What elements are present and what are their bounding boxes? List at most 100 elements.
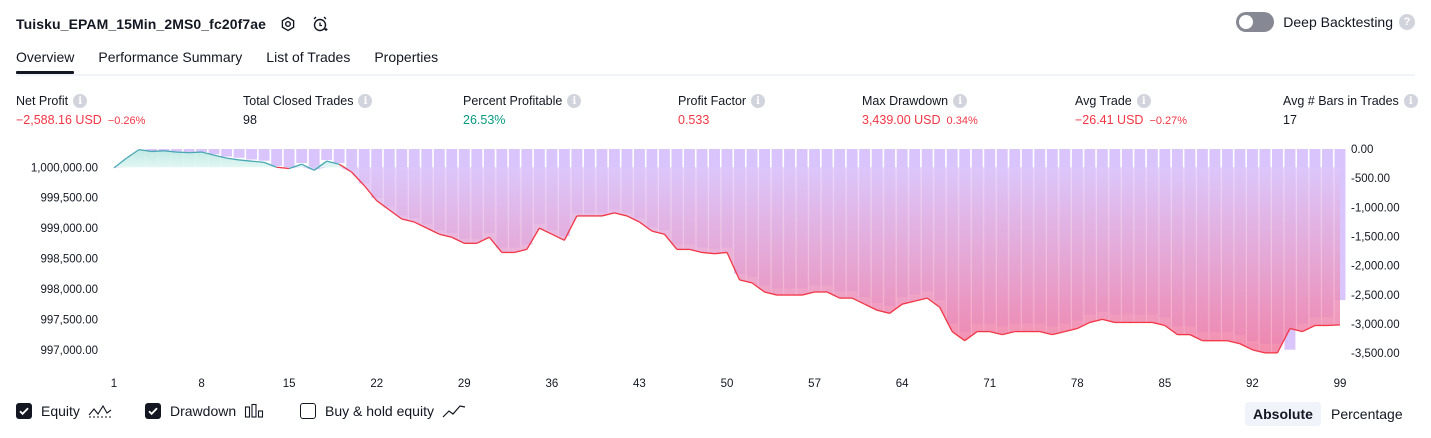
y-left-tick-label: 999,500.00 xyxy=(40,193,98,205)
tab-properties[interactable]: Properties xyxy=(374,49,439,65)
equity-line-segment xyxy=(714,251,728,255)
y-right-tick-label: -2,500.00 xyxy=(1351,290,1400,302)
drawdown-bar xyxy=(233,149,245,158)
strategy-name: Tuisku_EPAM_15Min_2MS0_fc20f7ae xyxy=(16,16,267,32)
info-icon[interactable]: i xyxy=(1136,94,1151,108)
buy-hold-line-icon xyxy=(442,403,466,419)
equity-line-segment xyxy=(313,160,328,171)
x-tick-label: 36 xyxy=(545,378,558,390)
tab-overview[interactable]: Overview xyxy=(16,46,75,74)
equity-line-segment xyxy=(1039,330,1053,336)
equity-line-segment xyxy=(601,212,615,217)
percentage-button[interactable]: Percentage xyxy=(1331,406,1403,422)
y-right-tick-label: 0.00 xyxy=(1351,144,1373,156)
x-tick-label: 1 xyxy=(111,378,117,390)
equity-line-segment xyxy=(213,154,227,159)
equity-line-segment xyxy=(401,218,415,223)
drawdown-bar xyxy=(221,149,233,157)
info-icon[interactable]: i xyxy=(953,94,968,108)
equity-line-segment xyxy=(1002,330,1015,336)
y-left-tick-label: 997,500.00 xyxy=(40,314,98,326)
deep-backtesting-toggle[interactable] xyxy=(1236,12,1275,32)
help-icon[interactable]: ? xyxy=(1399,14,1415,30)
metric-value: 0.533 xyxy=(678,113,710,127)
equity-line-segment xyxy=(964,331,978,342)
equity-line-segment xyxy=(1239,343,1253,351)
equity-line-segment xyxy=(189,151,202,154)
equity-line-segment xyxy=(1327,324,1341,327)
add-alert-icon[interactable] xyxy=(310,14,330,34)
drawdown-bar xyxy=(258,149,270,161)
equity-line-segment xyxy=(614,212,628,217)
metric-label: Total Closed Trades xyxy=(243,94,354,108)
equity-line-segment xyxy=(451,236,465,244)
metric-value: 26.53% xyxy=(463,113,506,127)
equity-line-segment xyxy=(376,200,390,211)
drawdown-bar xyxy=(283,149,295,168)
equity-line-segment xyxy=(726,252,741,281)
metric-percent: −0.27% xyxy=(1149,115,1188,127)
buy-hold-checkbox[interactable] xyxy=(300,403,316,419)
y-right-tick-label: -500.00 xyxy=(1351,173,1390,185)
equity-line-segment xyxy=(488,236,503,253)
equity-line-segment xyxy=(301,163,315,171)
equity-line-segment xyxy=(739,279,753,284)
equity-line-segment xyxy=(151,150,165,153)
equity-line-segment xyxy=(551,233,565,241)
legend-buy-hold[interactable]: Buy & hold equity xyxy=(300,403,466,419)
info-icon[interactable]: i xyxy=(1403,94,1418,108)
metric-value: 17 xyxy=(1283,113,1297,127)
info-icon[interactable]: i xyxy=(73,94,88,108)
tab-list-of-trades[interactable]: List of Trades xyxy=(266,49,351,65)
drawdown-bar xyxy=(171,149,183,152)
metric-percent-profitable: Percent Profitable i 26.53% xyxy=(463,93,582,127)
y-axis-right: 0.00 -500.00 -1,000.00 -1,500.00 -2,000.00 -2… xyxy=(1351,144,1400,360)
equity-line-segment xyxy=(889,303,903,314)
tab-performance-summary[interactable]: Performance Summary xyxy=(98,49,243,65)
info-icon[interactable]: i xyxy=(751,94,766,108)
drawdown-bar xyxy=(158,149,170,151)
metric-label: Max Drawdown xyxy=(862,94,949,108)
equity-line-segment xyxy=(426,227,440,235)
y-right-tick-label: -1,000.00 xyxy=(1351,202,1400,214)
metric-label: Avg Trade xyxy=(1075,94,1132,108)
x-tick-label: 15 xyxy=(283,378,296,390)
drawdown-bar xyxy=(346,149,358,171)
metric-value: 98 xyxy=(243,113,257,127)
equity-line-segment xyxy=(689,248,703,254)
legend-drawdown[interactable]: Drawdown xyxy=(145,403,264,419)
equity-line-segment xyxy=(226,157,240,161)
equity-line-segment xyxy=(363,185,378,202)
drawdown-bar xyxy=(321,149,333,161)
equity-line-segment xyxy=(163,150,177,153)
y-left-tick-label: 998,500.00 xyxy=(40,254,98,266)
equity-line-segment xyxy=(1102,318,1115,324)
x-tick-label: 71 xyxy=(983,378,996,390)
x-tick-label: 85 xyxy=(1158,378,1171,390)
x-tick-label: 8 xyxy=(198,378,204,390)
info-icon[interactable]: i xyxy=(358,94,373,108)
equity-line-segment xyxy=(651,230,665,235)
equity-line-segment xyxy=(926,297,941,308)
y-axis-left: 1,000,000.00 999,500.00 999,000.00 998,500.… xyxy=(31,162,98,357)
equity-line-segment xyxy=(288,163,302,170)
equity-line-segment xyxy=(1302,324,1316,333)
metric-value: −2,588.16 USD xyxy=(16,113,102,127)
equity-drawdown-chart[interactable]: 1,000,000.00 999,500.00 999,000.00 998,500.… xyxy=(0,140,1431,400)
y-right-tick-label: -3,000.00 xyxy=(1351,319,1400,331)
y-right-tick-label: -1,500.00 xyxy=(1351,232,1400,244)
equity-line-segment xyxy=(1164,324,1178,336)
info-icon[interactable]: i xyxy=(567,94,582,108)
equity-line-segment xyxy=(338,163,353,173)
x-tick-label: 50 xyxy=(721,378,734,390)
drawdown-bar xyxy=(183,149,195,152)
equity-checkbox[interactable] xyxy=(16,403,32,419)
metric-label: Profit Factor xyxy=(678,94,747,108)
absolute-button[interactable]: Absolute xyxy=(1245,402,1321,426)
drawdown-checkbox[interactable] xyxy=(145,403,161,419)
drawdown-bar xyxy=(271,149,283,166)
drawdown-label: Drawdown xyxy=(170,403,237,419)
settings-icon[interactable] xyxy=(278,14,298,34)
metric-total-closed-trades: Total Closed Trades i 98 xyxy=(243,93,373,127)
legend-equity[interactable]: Equity xyxy=(16,403,112,419)
